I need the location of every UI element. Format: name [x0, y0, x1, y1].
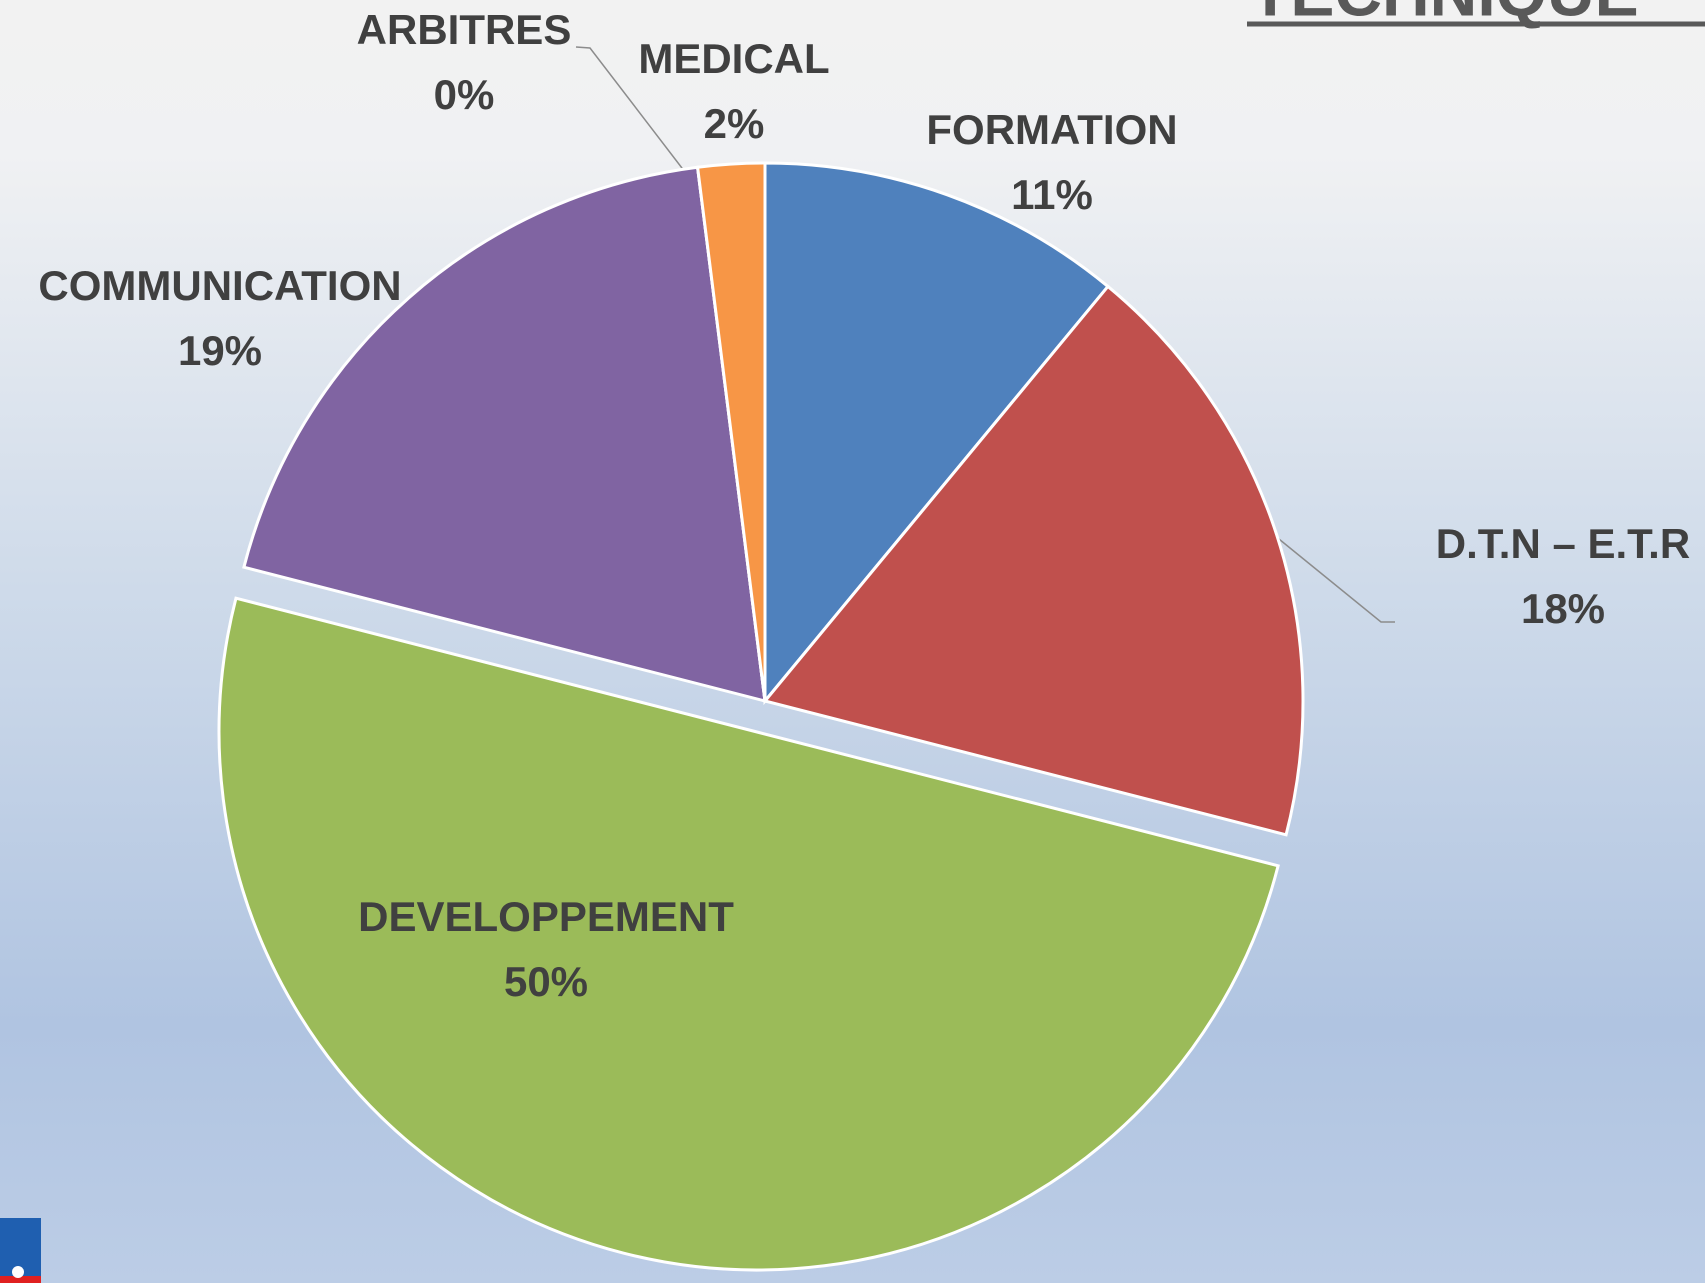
slice-percent: 50% [504, 958, 588, 1005]
pie-slice [763, 161, 1111, 706]
pie-slice [217, 596, 1280, 1272]
pie-slice [695, 161, 767, 702]
logo-dot [12, 1266, 24, 1278]
pie-slice [242, 165, 767, 704]
slice-label: FORMATION [926, 106, 1177, 153]
leader-line [575, 46, 686, 173]
logo-stripe [0, 1276, 41, 1283]
leader-line [1273, 534, 1395, 623]
slice-label: DEVELOPPEMENT [358, 893, 734, 940]
slice-label: COMMUNICATION [38, 262, 401, 309]
slice-label: D.T.N – E.T.R [1436, 520, 1690, 567]
slice-percent: 18% [1521, 585, 1605, 632]
slice-label: ARBITRES [357, 6, 572, 53]
slice-percent: 2% [704, 100, 765, 147]
slice-label: MEDICAL [638, 35, 829, 82]
slice-percent: 19% [178, 327, 262, 374]
slice-percent: 0% [434, 71, 495, 118]
pie-slice [762, 284, 1305, 837]
slice-percent: 11% [1011, 171, 1093, 218]
